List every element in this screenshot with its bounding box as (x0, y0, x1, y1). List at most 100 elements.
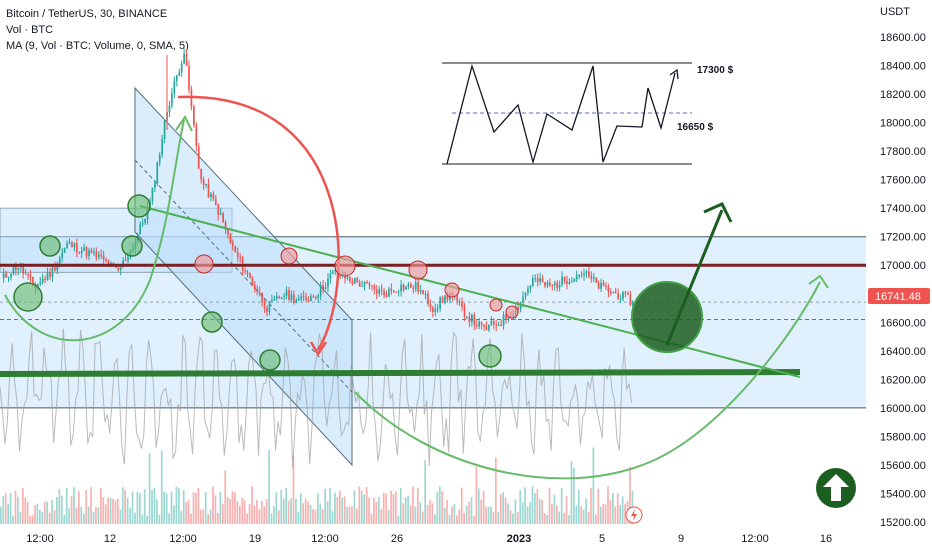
volume-bar (321, 508, 324, 524)
volume-bar (87, 506, 90, 524)
time-axis[interactable]: 12:00 12 12:00 19 12:00 26 2023 5 9 12:00 16 (0, 524, 866, 550)
price-axis[interactable]: USDT 18600.00 18400.00 18200.00 18000.00 178… (866, 0, 932, 550)
drawings-layer[interactable] (0, 95, 866, 480)
volume-bar (577, 489, 580, 524)
legend-ma[interactable]: MA (9, Vol · BTC: Volume, 0, SMA, 5) (6, 40, 189, 52)
candle-body (385, 295, 388, 297)
volume-bar (31, 515, 34, 524)
candle-body (322, 285, 324, 290)
candle-body (524, 292, 527, 297)
volume-bar (202, 509, 205, 524)
candle-body (102, 255, 105, 260)
volume-bar (399, 488, 402, 524)
volume-bar (290, 498, 292, 524)
volume-bar (97, 507, 100, 524)
volume-bar (114, 500, 117, 524)
volume-bar (465, 505, 468, 524)
volume-bar (594, 514, 597, 524)
touch-circle-red (444, 282, 460, 298)
candle-body (173, 81, 176, 94)
volume-bar (463, 512, 466, 524)
candle-body (588, 271, 590, 277)
volume-bar (148, 453, 151, 524)
volume-bar (146, 515, 149, 524)
volume-bar (12, 515, 14, 524)
candle-body (405, 286, 407, 290)
candle-body (253, 284, 256, 290)
candle-body (54, 267, 56, 271)
volume-bar (534, 493, 536, 524)
candle-body (578, 275, 580, 277)
candle-body (46, 272, 49, 280)
candle-body (363, 281, 366, 286)
volume-bar (102, 497, 105, 524)
volume-bar (563, 513, 565, 524)
volume-bar (480, 499, 483, 524)
candle-body (412, 287, 415, 290)
candle-body (502, 314, 505, 326)
candle-body (590, 276, 593, 279)
legend-symbol[interactable]: Bitcoin / TetherUS, 30, BINANCE (6, 8, 168, 20)
lightning-icon[interactable] (625, 506, 643, 524)
volume-bar (238, 505, 241, 524)
touch-circle-green (121, 235, 143, 257)
volume-bar (180, 510, 183, 524)
candle-body (290, 294, 293, 301)
volume-bar (351, 506, 353, 524)
volume-bar (516, 511, 519, 524)
candle-body (441, 297, 444, 303)
up-arrow-circle-icon[interactable] (816, 468, 856, 508)
volume-bar (555, 505, 558, 524)
volume-bar (395, 491, 397, 524)
volume-bar (21, 487, 24, 524)
candle-body (12, 266, 15, 274)
price-tick-label: 18200.00 (880, 89, 926, 101)
volume-bar (275, 492, 278, 524)
candle-body (527, 288, 529, 293)
touch-circle-red (334, 255, 356, 277)
candle-body (236, 252, 239, 257)
time-tick-label: 9 (678, 533, 684, 545)
volume-bar (402, 503, 405, 524)
chart-legend: Bitcoin / TetherUS, 30, BINANCE Vol · BT… (6, 6, 189, 54)
candle-body (417, 282, 420, 292)
volume-bar (441, 491, 444, 524)
volume-bar (346, 507, 348, 524)
candle-body (212, 193, 215, 199)
volume-bar (168, 513, 170, 524)
volume-bar (141, 514, 144, 524)
last-price-marker: 16741.48 (868, 288, 930, 304)
touch-circle-green (259, 349, 281, 371)
candle-body (80, 250, 83, 254)
candle-body (156, 162, 159, 184)
volume-bar (129, 507, 131, 524)
volume-bar (236, 501, 239, 524)
candle-body (119, 267, 122, 270)
candle-body (371, 285, 373, 287)
volume-bar (302, 503, 305, 524)
volume-bar (385, 493, 387, 524)
volume-bar (621, 496, 624, 524)
candle-body (419, 290, 422, 292)
volume-bar (2, 496, 5, 524)
time-tick-label: 26 (391, 533, 403, 545)
volume-bar (214, 495, 217, 524)
volume-bar (121, 487, 124, 524)
candle-body (97, 254, 100, 258)
volume-bar (219, 491, 222, 524)
candle-body (56, 263, 59, 271)
currency-label: USDT (880, 6, 910, 18)
candle-body (549, 282, 551, 286)
candle-body (263, 301, 266, 309)
candle-body (327, 278, 329, 288)
candle-body (612, 291, 615, 293)
candle-body (175, 75, 178, 82)
candle-body (314, 297, 317, 299)
touch-circle-red (280, 247, 298, 265)
breakout-arrow (665, 209, 724, 346)
volume-bar (448, 514, 451, 524)
legend-volume[interactable]: Vol · BTC (6, 24, 54, 36)
candle-body (144, 218, 146, 223)
price-tick-label: 15800.00 (880, 431, 926, 443)
